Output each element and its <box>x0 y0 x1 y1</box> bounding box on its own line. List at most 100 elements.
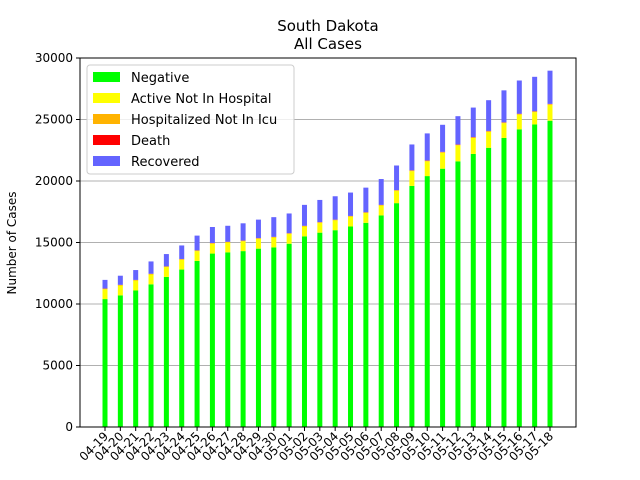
bar-segment <box>163 276 169 427</box>
legend-swatch <box>93 72 120 82</box>
bar-segment <box>332 220 338 231</box>
bar-segment <box>394 190 400 204</box>
bar-segment <box>148 274 154 285</box>
legend-swatch <box>93 135 120 145</box>
bar-segment <box>240 240 246 242</box>
bar-segment <box>455 144 461 146</box>
bar-segment <box>194 251 200 261</box>
bar-segment <box>301 204 307 226</box>
bar-segment <box>332 196 338 220</box>
bar-segment <box>117 295 123 427</box>
bar-segment <box>348 216 354 227</box>
legend-swatch <box>93 114 120 124</box>
bar-segment <box>547 120 553 427</box>
bar-segment <box>486 131 492 132</box>
bar-segment <box>317 199 323 223</box>
bar-segment <box>486 131 492 148</box>
bar-segment <box>255 238 261 249</box>
y-tick-label: 5000 <box>42 359 73 373</box>
bar-segment <box>440 168 446 427</box>
bar-segment <box>240 251 246 427</box>
bar-segment <box>486 100 492 131</box>
bar-segment <box>225 242 231 253</box>
bar-segment <box>440 124 446 152</box>
bar-segment <box>163 254 169 267</box>
bar-segment <box>455 145 461 162</box>
bar-segment <box>532 111 538 113</box>
bar-segment <box>117 275 123 285</box>
legend-label: Death <box>131 134 170 149</box>
bar-segment <box>102 299 108 427</box>
bar-segment <box>547 70 553 104</box>
bar-segment <box>194 235 200 251</box>
bar-segment <box>317 222 323 223</box>
bar-segment <box>409 185 415 427</box>
y-tick-label: 15000 <box>35 236 73 250</box>
bar-segment <box>133 280 139 281</box>
legend-swatch <box>93 156 120 166</box>
bar-segment <box>516 80 522 114</box>
bar-segment <box>501 137 507 427</box>
bar-segment <box>240 223 246 241</box>
bar-segment <box>547 104 553 121</box>
legend-swatch <box>93 93 120 103</box>
legend-label: Negative <box>131 71 189 86</box>
bar-segment <box>317 222 323 233</box>
bar-segment <box>194 260 200 427</box>
bar-segment <box>286 233 292 234</box>
bar-segment <box>133 280 139 291</box>
bar-segment <box>348 216 354 217</box>
bar-segment <box>271 247 277 427</box>
bar-segment <box>378 204 384 206</box>
bar-segment <box>286 213 292 234</box>
y-tick-label: 20000 <box>35 174 73 188</box>
bar-segment <box>516 129 522 427</box>
bar-segment <box>470 137 476 154</box>
legend: Negative Active Not In Hospital Hospitaliz… <box>86 64 295 175</box>
bar-segment <box>378 215 384 427</box>
y-axis-label: Number of Cases <box>5 191 19 294</box>
bar-segment <box>363 222 369 427</box>
bar-segment <box>547 104 553 105</box>
chart-subtitle: All Cases <box>294 35 362 53</box>
bar-segment <box>348 226 354 427</box>
bar-segment <box>424 160 430 162</box>
bar-segment <box>102 288 108 290</box>
bar-segment <box>209 227 215 243</box>
bar-segment <box>394 165 400 191</box>
bar-segment <box>317 232 323 427</box>
chart-title: South Dakota <box>277 17 379 35</box>
bar-segment <box>378 205 384 216</box>
bar-segment <box>501 123 507 138</box>
bar-segment <box>363 212 369 213</box>
bar-segment <box>424 161 430 177</box>
y-tick-label: 10000 <box>35 297 73 311</box>
bar-segment <box>209 253 215 427</box>
bar-segment <box>332 230 338 427</box>
bar-segment <box>455 116 461 145</box>
bar-segment <box>148 284 154 427</box>
bar-segment <box>286 233 292 244</box>
y-tick-label: 25000 <box>35 113 73 127</box>
legend-box <box>86 64 295 175</box>
bar-segment <box>470 153 476 427</box>
bar-segment <box>179 269 185 427</box>
bar-segment <box>179 259 185 270</box>
bar-segment <box>301 236 307 427</box>
bar-segment <box>209 243 215 244</box>
bar-segment <box>440 152 446 169</box>
bar-segment <box>225 241 231 243</box>
bar-segment <box>194 250 200 252</box>
legend-label: Active Not In Hospital <box>131 92 272 107</box>
bar-segment <box>179 259 185 260</box>
bar-segment <box>117 285 123 296</box>
y-axis-ticks: 0 5000 10000 15000 20000 25000 30000 <box>35 51 80 434</box>
bar-segment <box>286 243 292 427</box>
y-tick-label: 30000 <box>35 51 73 65</box>
bar-segment <box>501 122 507 124</box>
bar-segment <box>225 252 231 427</box>
bar-segment <box>394 203 400 427</box>
bar-segment <box>424 133 430 161</box>
bar-segment <box>133 290 139 427</box>
